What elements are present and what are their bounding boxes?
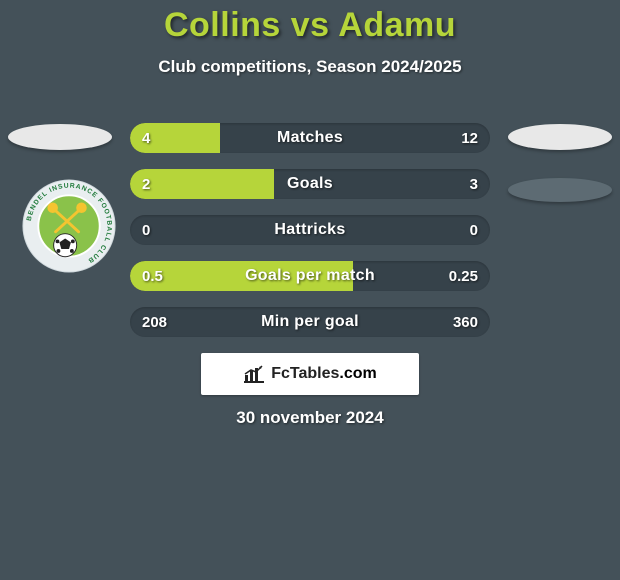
comparison-bars: 412Matches 23Goals 00Hattricks 0.50.25Goals… [130,123,490,353]
player-left-head-placeholder [8,124,112,150]
page-title: Collins vs Adamu [0,0,620,45]
stat-row: 00Hattricks [130,215,490,245]
stat-label: Goals [130,169,490,199]
stat-label: Hattricks [130,215,490,245]
player-right-body-placeholder [508,178,612,202]
site-name-part-a: FcTables [271,365,339,382]
bar-chart-icon [243,365,265,383]
club-badge: BENDEL INSURANCE FOOTBALL CLUB [21,178,117,274]
page-subtitle: Club competitions, Season 2024/2025 [0,57,620,77]
site-name-part-b: .com [339,365,376,382]
club-badge-svg: BENDEL INSURANCE FOOTBALL CLUB [21,178,117,274]
stat-row: 208360Min per goal [130,307,490,337]
site-badge: FcTables.com [201,353,419,395]
stat-row: 412Matches [130,123,490,153]
stat-label: Matches [130,123,490,153]
player-right-head-placeholder [508,124,612,150]
site-name: FcTables.com [271,365,377,383]
snapshot-date: 30 november 2024 [0,408,620,428]
stat-label: Goals per match [130,261,490,291]
stat-row: 23Goals [130,169,490,199]
stat-row: 0.50.25Goals per match [130,261,490,291]
stat-label: Min per goal [130,307,490,337]
